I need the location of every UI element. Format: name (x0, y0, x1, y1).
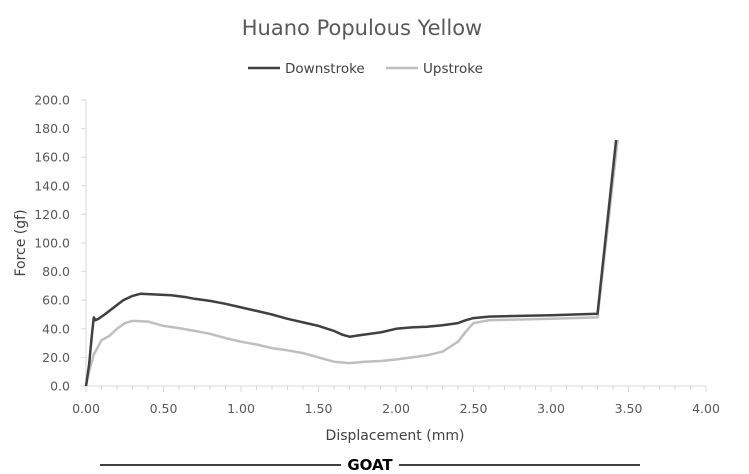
y-tick-label: 160.0 (34, 150, 70, 165)
y-tick-label: 20.0 (42, 350, 70, 365)
series-line-upstroke (84, 139, 619, 387)
x-tick-label: 3.50 (615, 401, 643, 416)
legend-label-upstroke: Upstroke (423, 61, 483, 77)
y-axis-label: Force (gf) (13, 209, 29, 276)
x-tick-label: 0.50 (150, 401, 178, 416)
chart-title: Huano Populous Yellow (242, 16, 482, 40)
x-tick-label: 1.00 (227, 401, 255, 416)
x-axis-ticks: 0.00 0.50 1.00 1.50 2.00 2.50 3.00 3.50 4.00 (72, 386, 720, 416)
x-axis-label: Displacement (mm) (326, 428, 465, 444)
legend-label-downstroke: Downstroke (285, 61, 365, 77)
series-layer (84, 139, 619, 387)
footer-label: GOAT (347, 456, 393, 474)
y-tick-label: 180.0 (34, 121, 70, 136)
legend: Downstroke Upstroke (248, 61, 483, 77)
x-tick-label: 3.00 (537, 401, 565, 416)
x-tick-label: 2.00 (382, 401, 410, 416)
y-tick-label: 80.0 (42, 264, 70, 279)
x-tick-label: 2.50 (460, 401, 488, 416)
y-tick-label: 120.0 (34, 207, 70, 222)
y-tick-label: 200.0 (34, 93, 70, 108)
series-line-downstroke (84, 139, 618, 387)
x-tick-label: 1.50 (305, 401, 333, 416)
y-axis-ticks: 0.0 20.0 40.0 60.0 80.0 100.0 120.0 140.0 160.0 1… (34, 93, 86, 394)
y-tick-label: 140.0 (34, 178, 70, 193)
x-tick-label: 4.00 (692, 401, 720, 416)
y-tick-label: 40.0 (42, 321, 70, 336)
footer: GOAT (100, 456, 640, 474)
y-tick-label: 100.0 (34, 236, 70, 251)
y-tick-label: 0.0 (50, 379, 70, 394)
x-tick-label: 0.00 (72, 401, 100, 416)
y-tick-label: 60.0 (42, 293, 70, 308)
